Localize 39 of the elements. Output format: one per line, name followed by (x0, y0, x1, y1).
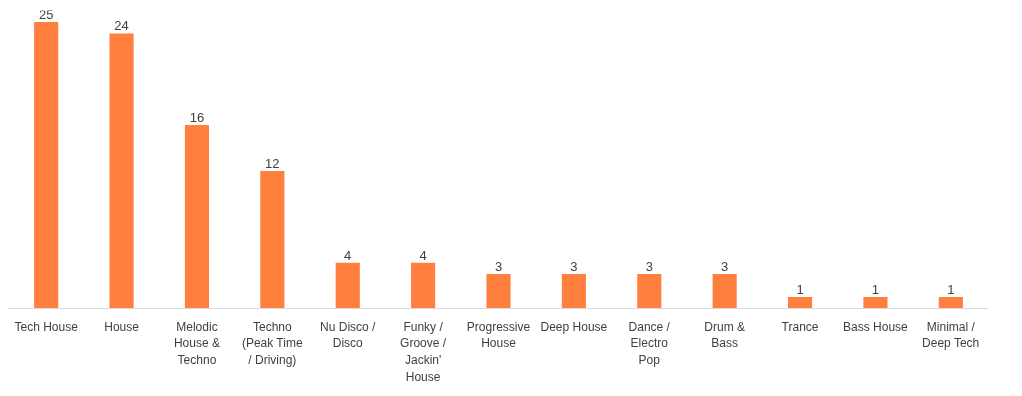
x-tick-label: Minimal / Deep Tech (922, 319, 980, 351)
bar (938, 297, 963, 309)
data-label: 1 (871, 282, 880, 298)
x-tick-label: Nu Disco / Disco (320, 319, 377, 351)
data-label: 3 (494, 259, 503, 275)
data-label: 24 (114, 18, 129, 34)
x-tick-label: Progressive House (466, 319, 531, 351)
bar (411, 262, 436, 309)
x-tick-label: House (104, 319, 140, 334)
bar (335, 262, 360, 309)
data-label: 3 (721, 259, 729, 275)
data-label: 1 (947, 282, 955, 298)
data-label: 16 (189, 110, 205, 126)
bar (787, 297, 813, 309)
data-label: 12 (265, 155, 280, 171)
x-tick-label: Dance / Electro Pop (628, 319, 671, 368)
bar (109, 33, 134, 309)
bar (486, 274, 511, 309)
x-tick-label: Tech House (14, 319, 79, 334)
bar (712, 274, 737, 309)
x-tick-label: Deep House (540, 319, 608, 334)
bar (561, 274, 586, 309)
x-tick-label: Funky / Groove / Jackin' House (400, 319, 447, 384)
bar (863, 297, 888, 309)
data-label: 1 (796, 282, 804, 298)
bar (260, 170, 285, 309)
data-label: 4 (344, 247, 352, 263)
data-label: 25 (38, 6, 54, 22)
bar (184, 125, 210, 309)
x-tick-label: Melodic House & Techno (173, 319, 220, 368)
x-tick-label: Trance (781, 319, 819, 334)
x-tick-label: Techno (Peak Time / Driving) (241, 319, 303, 368)
data-label: 4 (419, 247, 427, 263)
x-tick-label: Bass House (843, 319, 909, 334)
data-label: 3 (570, 259, 578, 275)
bar (34, 21, 59, 309)
x-tick-label: Drum & Bass (704, 319, 745, 351)
data-label: 3 (645, 259, 653, 275)
bar (637, 274, 662, 309)
